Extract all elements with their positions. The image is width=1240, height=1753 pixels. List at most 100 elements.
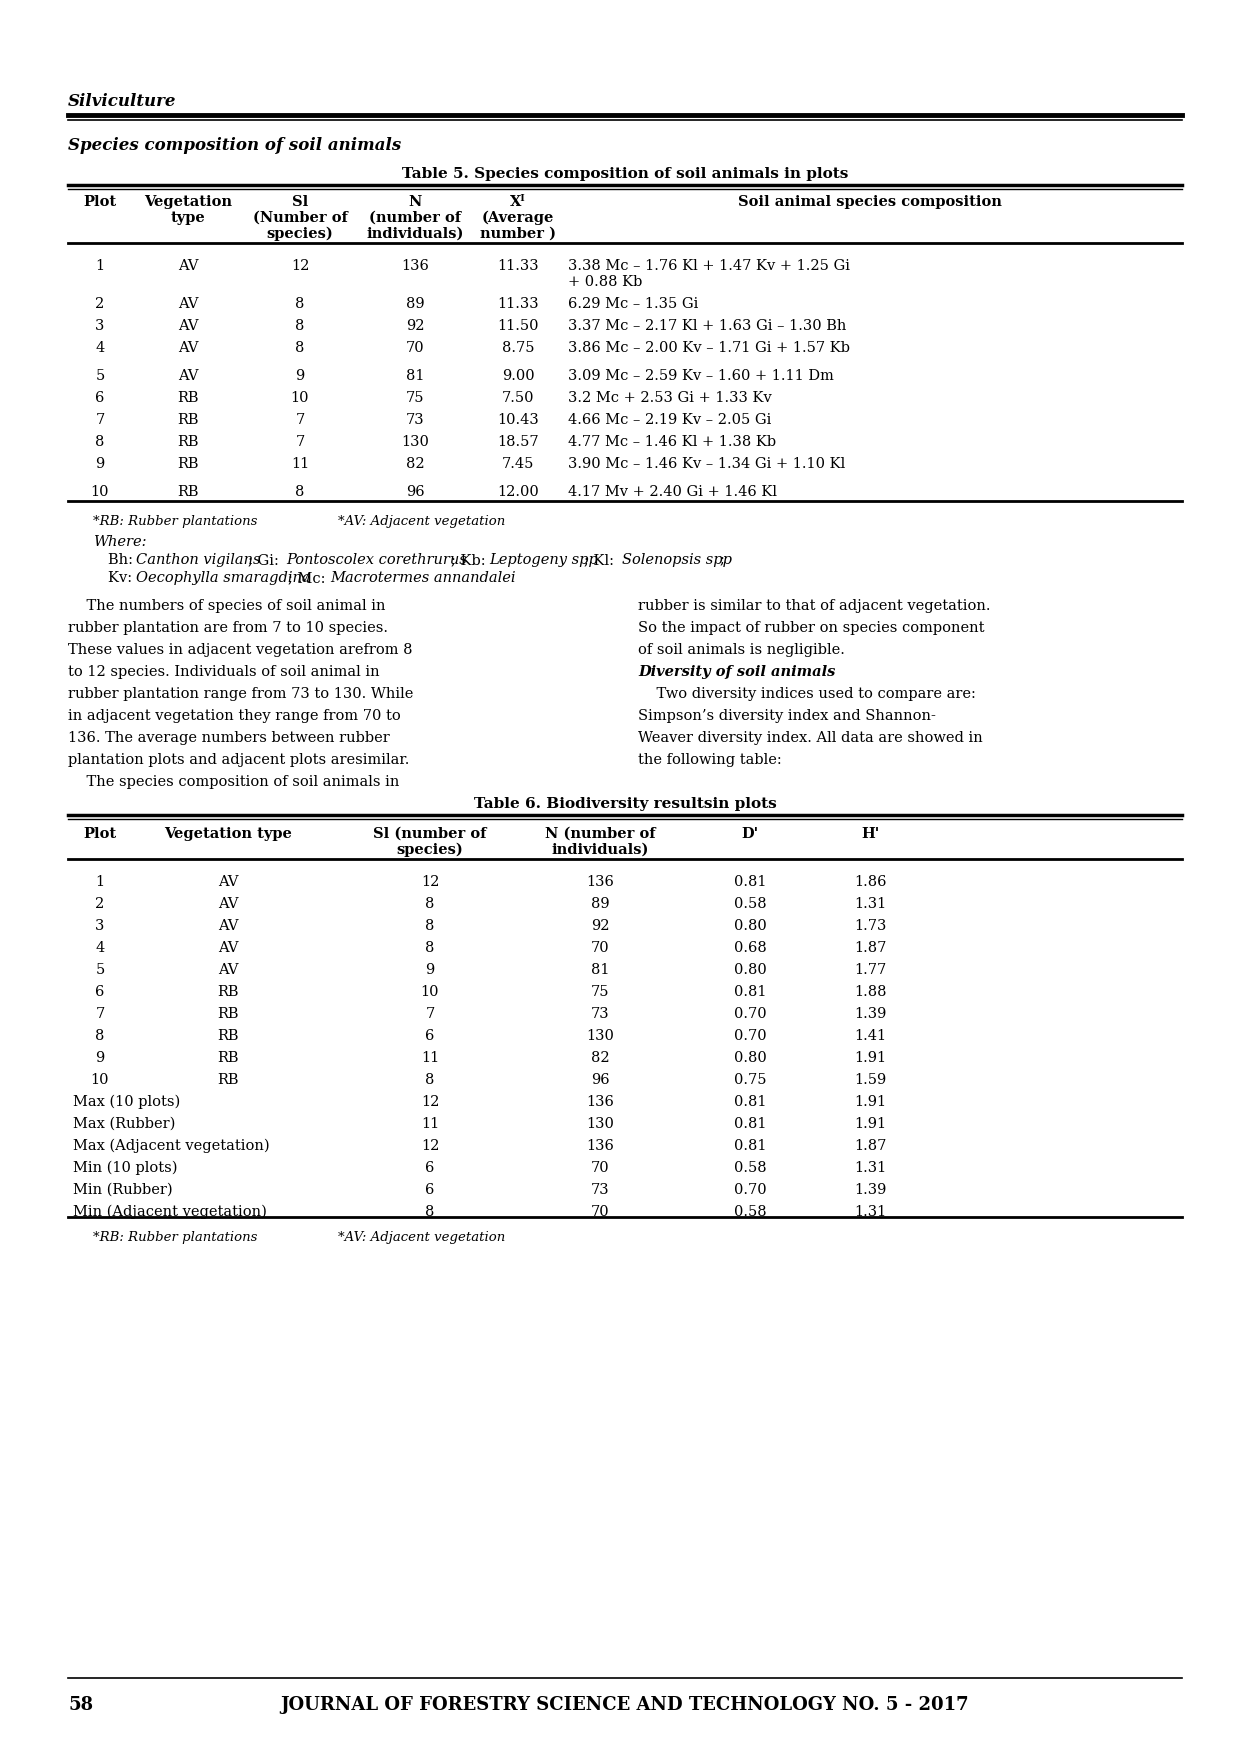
Text: 73: 73 — [405, 414, 424, 428]
Text: Weaver diversity index. All data are showed in: Weaver diversity index. All data are sho… — [639, 731, 983, 745]
Text: 1.87: 1.87 — [854, 1139, 887, 1153]
Text: 70: 70 — [405, 342, 424, 356]
Text: 10: 10 — [420, 985, 439, 999]
Text: 8: 8 — [295, 486, 305, 500]
Text: 6: 6 — [425, 1183, 435, 1197]
Text: 11: 11 — [291, 458, 309, 472]
Text: 12: 12 — [291, 259, 309, 273]
Text: AV: AV — [218, 875, 238, 889]
Text: individuals): individuals) — [552, 843, 649, 857]
Text: 136: 136 — [587, 1096, 614, 1110]
Text: 18.57: 18.57 — [497, 435, 539, 449]
Text: 6.29 Mc – 1.35 Gi: 6.29 Mc – 1.35 Gi — [568, 296, 698, 310]
Text: 0.81: 0.81 — [734, 1117, 766, 1131]
Text: rubber plantation are from 7 to 10 species.: rubber plantation are from 7 to 10 speci… — [68, 621, 388, 635]
Text: Where:: Where: — [93, 535, 146, 549]
Text: 7.45: 7.45 — [502, 458, 534, 472]
Text: 8: 8 — [95, 435, 104, 449]
Text: JOURNAL OF FORESTRY SCIENCE AND TECHNOLOGY NO. 5 - 2017: JOURNAL OF FORESTRY SCIENCE AND TECHNOLO… — [280, 1695, 970, 1714]
Text: 136. The average numbers between rubber: 136. The average numbers between rubber — [68, 731, 389, 745]
Text: 11.33: 11.33 — [497, 296, 539, 310]
Text: to 12 species. Individuals of soil animal in: to 12 species. Individuals of soil anima… — [68, 664, 379, 678]
Text: 7: 7 — [295, 435, 305, 449]
Text: Vegetation: Vegetation — [144, 195, 232, 209]
Text: 9: 9 — [295, 368, 305, 382]
Text: 0.70: 0.70 — [734, 1029, 766, 1043]
Text: AV: AV — [177, 259, 198, 273]
Text: 1: 1 — [95, 875, 104, 889]
Text: (Average: (Average — [482, 210, 554, 226]
Text: Sl (number of: Sl (number of — [373, 827, 487, 841]
Text: The species composition of soil animals in: The species composition of soil animals … — [68, 775, 399, 789]
Text: 130: 130 — [587, 1029, 614, 1043]
Text: 89: 89 — [590, 898, 609, 912]
Text: 0.81: 0.81 — [734, 1096, 766, 1110]
Text: AV: AV — [218, 898, 238, 912]
Text: 73: 73 — [590, 1006, 609, 1020]
Text: Soil animal species composition: Soil animal species composition — [738, 195, 1002, 209]
Text: 5: 5 — [95, 962, 104, 976]
Text: 0.70: 0.70 — [734, 1183, 766, 1197]
Text: number ): number ) — [480, 226, 556, 240]
Text: *AV: Adjacent vegetation: *AV: Adjacent vegetation — [339, 1231, 505, 1245]
Text: of soil animals is negligible.: of soil animals is negligible. — [639, 643, 844, 657]
Text: 136: 136 — [401, 259, 429, 273]
Text: RB: RB — [177, 435, 198, 449]
Text: 3: 3 — [95, 919, 104, 933]
Text: 81: 81 — [405, 368, 424, 382]
Text: Leptogeny spp: Leptogeny spp — [489, 552, 598, 566]
Text: Pontoscolex corethrurus: Pontoscolex corethrurus — [286, 552, 466, 566]
Text: 11.50: 11.50 — [497, 319, 538, 333]
Text: 0.58: 0.58 — [734, 898, 766, 912]
Text: individuals): individuals) — [366, 226, 464, 240]
Text: (Number of: (Number of — [253, 210, 347, 224]
Text: AV: AV — [177, 296, 198, 310]
Text: 82: 82 — [405, 458, 424, 472]
Text: 130: 130 — [587, 1117, 614, 1131]
Text: The numbers of species of soil animal in: The numbers of species of soil animal in — [68, 600, 386, 614]
Text: 70: 70 — [590, 1204, 609, 1218]
Text: AV: AV — [218, 962, 238, 976]
Text: 1.91: 1.91 — [854, 1096, 887, 1110]
Text: type: type — [171, 210, 206, 224]
Text: 2: 2 — [95, 898, 104, 912]
Text: Xᴵ: Xᴵ — [510, 195, 526, 209]
Text: 12.00: 12.00 — [497, 486, 539, 500]
Text: ; Kb:: ; Kb: — [451, 552, 490, 566]
Text: 75: 75 — [590, 985, 609, 999]
Text: 9: 9 — [425, 962, 435, 976]
Text: 6: 6 — [425, 1029, 435, 1043]
Text: 81: 81 — [590, 962, 609, 976]
Text: 1.39: 1.39 — [854, 1183, 887, 1197]
Text: AV: AV — [218, 941, 238, 955]
Text: 0.68: 0.68 — [734, 941, 766, 955]
Text: 0.58: 0.58 — [734, 1204, 766, 1218]
Text: 136: 136 — [587, 1139, 614, 1153]
Text: RB: RB — [177, 414, 198, 428]
Text: Table 5. Species composition of soil animals in plots: Table 5. Species composition of soil ani… — [402, 167, 848, 181]
Text: N (number of: N (number of — [544, 827, 655, 841]
Text: ; Gi:: ; Gi: — [248, 552, 284, 566]
Text: Canthon vigilans: Canthon vigilans — [136, 552, 260, 566]
Text: 9: 9 — [95, 458, 104, 472]
Text: AV: AV — [218, 919, 238, 933]
Text: Simpson’s diversity index and Shannon-: Simpson’s diversity index and Shannon- — [639, 708, 936, 722]
Text: AV: AV — [177, 319, 198, 333]
Text: 1.39: 1.39 — [854, 1006, 887, 1020]
Text: Macrotermes annandalei: Macrotermes annandalei — [330, 571, 516, 586]
Text: *RB: Rubber plantations: *RB: Rubber plantations — [93, 515, 258, 528]
Text: 7: 7 — [425, 1006, 435, 1020]
Text: 89: 89 — [405, 296, 424, 310]
Text: Min (Rubber): Min (Rubber) — [73, 1183, 172, 1197]
Text: species): species) — [397, 843, 464, 857]
Text: 11.33: 11.33 — [497, 259, 539, 273]
Text: (number of: (number of — [370, 210, 461, 224]
Text: rubber plantation range from 73 to 130. While: rubber plantation range from 73 to 130. … — [68, 687, 413, 701]
Text: 1.59: 1.59 — [854, 1073, 887, 1087]
Text: 1.88: 1.88 — [854, 985, 887, 999]
Text: in adjacent vegetation they range from 70 to: in adjacent vegetation they range from 7… — [68, 708, 401, 722]
Text: 8: 8 — [295, 342, 305, 356]
Text: 96: 96 — [405, 486, 424, 500]
Text: 10.43: 10.43 — [497, 414, 539, 428]
Text: the following table:: the following table: — [639, 754, 781, 768]
